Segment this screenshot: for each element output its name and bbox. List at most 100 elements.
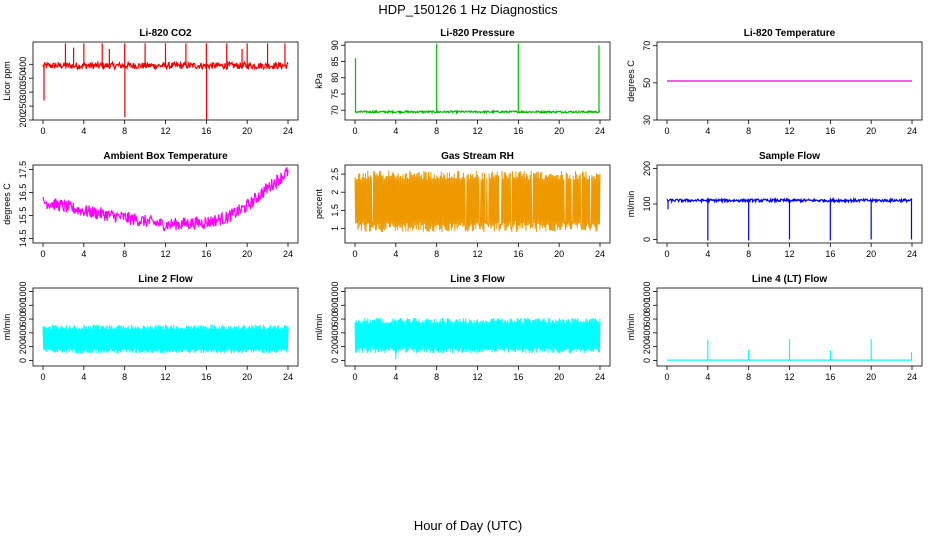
x-tick-label: 4 [705,372,710,382]
x-tick-label: 20 [242,126,252,136]
x-tick-label: 0 [664,372,669,382]
y-tick-label: 1000 [18,281,28,301]
x-tick-label: 4 [705,249,710,259]
x-tick-label: 4 [81,372,86,382]
y-tick-label: 0 [18,358,28,363]
x-tick-label: 4 [393,126,398,136]
y-tick-label: 1000 [330,281,340,301]
series-line [354,317,601,354]
y-tick-label: 1 [330,226,340,231]
x-tick-label: 0 [352,126,357,136]
x-tick-label: 12 [472,249,482,259]
x-tick-label: 12 [472,126,482,136]
x-tick-label: 8 [122,249,127,259]
y-tick-label: 17.5 [18,161,28,179]
x-tick-label: 8 [122,126,127,136]
y-tick-label: 800 [330,298,340,313]
x-tick-label: 0 [352,372,357,382]
x-tick-label: 8 [746,126,751,136]
y-axis-label: degrees C [626,60,636,102]
x-tick-label: 8 [434,372,439,382]
y-tick-label: 400 [18,325,28,340]
x-tick-label: 16 [825,372,835,382]
y-tick-label: 200 [642,161,652,176]
y-tick-label: 2 [330,190,340,195]
y-tick-label: 15.5 [18,207,28,225]
x-tick-label: 16 [825,249,835,259]
panel-title: Ambient Box Temperature [103,151,228,162]
y-tick-label: 800 [18,298,28,313]
x-tick-label: 12 [160,249,170,259]
panel-pressure: Li-820 Pressure 0 4 8 12 16 20 24 70 75 80 85 90 kPa [314,28,611,136]
y-tick-label: 400 [642,325,652,340]
panel-title: Li-820 CO2 [139,28,192,39]
y-tick-label: 16.5 [18,184,28,202]
panel-title: Li-820 Pressure [440,28,515,39]
x-tick-label: 24 [595,372,605,382]
x-tick-label: 12 [784,249,794,259]
x-tick-label: 16 [513,249,523,259]
y-tick-label: 0 [642,358,652,363]
y-tick-label: 200 [18,112,28,127]
x-tick-label: 0 [664,249,669,259]
y-axis-label: ml/min [314,314,324,341]
y-tick-label: 2.5 [330,168,340,181]
y-tick-label: 800 [642,298,652,313]
x-tick-label: 8 [434,249,439,259]
y-tick-label: 14.5 [18,230,28,248]
panel-title: Gas Stream RH [441,151,514,162]
x-tick-label: 8 [746,249,751,259]
series-line [354,170,601,233]
y-tick-label: 200 [642,339,652,354]
x-tick-label: 16 [825,126,835,136]
x-tick-label: 24 [907,126,917,136]
x-tick-label: 20 [554,249,564,259]
x-tick-label: 20 [554,126,564,136]
y-axis-label: ml/min [2,314,12,341]
x-tick-label: 12 [472,372,482,382]
y-tick-label: 85 [330,56,340,66]
x-axis-title: Hour of Day (UTC) [413,518,523,533]
y-tick-label: 600 [642,312,652,327]
series-line [42,324,289,354]
x-tick-label: 24 [283,372,293,382]
y-tick-label: 600 [330,312,340,327]
y-tick-label: 200 [18,339,28,354]
x-tick-label: 0 [664,126,669,136]
y-tick-label: 200 [330,339,340,354]
y-axis-label: degrees C [2,183,12,225]
panel-title: Line 2 Flow [138,274,193,285]
x-tick-label: 24 [283,249,293,259]
x-tick-label: 24 [907,372,917,382]
panel-title: Line 4 (LT) Flow [752,274,828,285]
x-tick-label: 4 [705,126,710,136]
x-tick-label: 4 [393,372,398,382]
x-tick-label: 20 [866,249,876,259]
y-axis-label: percent [314,188,324,219]
y-tick-label: 75 [330,89,340,99]
x-tick-label: 12 [160,372,170,382]
y-tick-label: 1000 [642,281,652,301]
y-axis-label: kPa [314,73,324,89]
x-tick-label: 4 [393,249,398,259]
y-tick-label: 0 [642,237,652,242]
x-tick-label: 20 [866,372,876,382]
x-tick-label: 8 [434,126,439,136]
series-line [354,109,601,115]
panel-rh: Gas Stream RH 0 4 8 12 16 20 24 1 1.5 2 2.5 percent [314,151,611,259]
x-tick-label: 24 [283,126,293,136]
y-axis-label: ml/min [626,191,636,218]
panel-sample: Sample Flow 0 4 8 12 16 20 24 0 100 200 ml/min [626,151,923,259]
y-tick-label: 30 [642,115,652,125]
y-tick-label: 80 [330,73,340,83]
x-tick-label: 8 [746,372,751,382]
y-axis-label: Licor ppm [2,61,12,101]
x-tick-label: 24 [595,249,605,259]
y-axis-label: ml/min [626,314,636,341]
y-tick-label: 600 [18,312,28,327]
y-tick-label: 50 [642,78,652,88]
panel-title: Li-820 Temperature [744,28,836,39]
x-tick-label: 20 [866,126,876,136]
